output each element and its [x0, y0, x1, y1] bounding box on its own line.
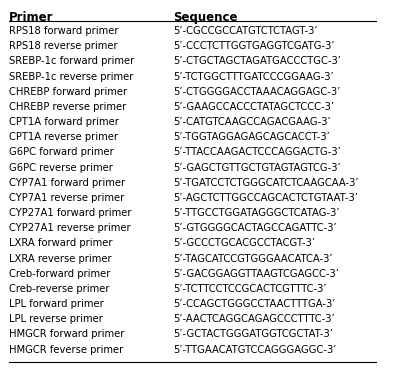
Text: Creb-reverse primer: Creb-reverse primer [9, 284, 110, 294]
Text: 5’-TTGCCTGGATAGGGCTCATAG-3’: 5’-TTGCCTGGATAGGGCTCATAG-3’ [173, 208, 340, 218]
Text: 5’-TGATCCTCTGGGCATCTCAAGCAA-3’: 5’-TGATCCTCTGGGCATCTCAAGCAA-3’ [173, 178, 359, 188]
Text: 5’-TTGAACATGTCCAGGGAGGC-3’: 5’-TTGAACATGTCCAGGGAGGC-3’ [173, 345, 337, 354]
Text: CYP7A1 reverse primer: CYP7A1 reverse primer [9, 193, 124, 203]
Text: CYP7A1 forward primer: CYP7A1 forward primer [9, 178, 125, 188]
Text: 5’-CATGTCAAGCCAGACGAAG-3’: 5’-CATGTCAAGCCAGACGAAG-3’ [173, 117, 331, 127]
Text: 5’-CTGCTAGCTAGATGACCCTGC-3’: 5’-CTGCTAGCTAGATGACCCTGC-3’ [173, 57, 341, 66]
Text: 5’-CCAGCTGGGCCTAACTTTGA-3’: 5’-CCAGCTGGGCCTAACTTTGA-3’ [173, 299, 336, 309]
Text: Creb-forward primer: Creb-forward primer [9, 269, 110, 279]
Text: 5’-TTACCAAGACTCCCAGGACTG-3’: 5’-TTACCAAGACTCCCAGGACTG-3’ [173, 147, 341, 157]
Text: HMGCR forward primer: HMGCR forward primer [9, 329, 124, 340]
Text: LXRA forward primer: LXRA forward primer [9, 238, 112, 248]
Text: RPS18 reverse primer: RPS18 reverse primer [9, 41, 118, 51]
Text: CPT1A forward primer: CPT1A forward primer [9, 117, 119, 127]
Text: 5’-AACTCAGGCAGAGCCCTTTC-3’: 5’-AACTCAGGCAGAGCCCTTTC-3’ [173, 314, 335, 324]
Text: 5’-GAAGCCACCCTATAGCTCCC-3’: 5’-GAAGCCACCCTATAGCTCCC-3’ [173, 102, 334, 112]
Text: G6PC reverse primer: G6PC reverse primer [9, 163, 113, 173]
Text: 5’-TGGTAGGAGAGCAGCACCT-3’: 5’-TGGTAGGAGAGCAGCACCT-3’ [173, 132, 330, 142]
Text: LXRA reverse primer: LXRA reverse primer [9, 254, 112, 264]
Text: 5’-TAGCATCCGTGGGAACATCA-3’: 5’-TAGCATCCGTGGGAACATCA-3’ [173, 254, 333, 264]
Text: CPT1A reverse primer: CPT1A reverse primer [9, 132, 118, 142]
Text: 5’-GCCCTGCACGCCTACGT-3’: 5’-GCCCTGCACGCCTACGT-3’ [173, 238, 315, 248]
Text: 5’-GACGGAGGTTAAGTCGAGCC-3’: 5’-GACGGAGGTTAAGTCGAGCC-3’ [173, 269, 339, 279]
Text: CHREBP forward primer: CHREBP forward primer [9, 87, 127, 97]
Text: CYP27A1 reverse primer: CYP27A1 reverse primer [9, 223, 131, 233]
Text: 5’-GAGCTGTTGCTGTAGTAGTCG-3’: 5’-GAGCTGTTGCTGTAGTAGTCG-3’ [173, 163, 341, 173]
Text: 5’-TCTTCCTCCGCACTCGTTTC-3’: 5’-TCTTCCTCCGCACTCGTTTC-3’ [173, 284, 327, 294]
Text: SREBP-1c forward primer: SREBP-1c forward primer [9, 57, 134, 66]
Text: 5’-GCTACTGGGATGGTCGCTAT-3’: 5’-GCTACTGGGATGGTCGCTAT-3’ [173, 329, 333, 340]
Text: Primer: Primer [9, 11, 54, 24]
Text: G6PC forward primer: G6PC forward primer [9, 147, 114, 157]
Text: LPL forward primer: LPL forward primer [9, 299, 104, 309]
Text: CHREBP reverse primer: CHREBP reverse primer [9, 102, 126, 112]
Text: SREBP-1c reverse primer: SREBP-1c reverse primer [9, 71, 134, 81]
Text: LPL reverse primer: LPL reverse primer [9, 314, 103, 324]
Text: Sequence: Sequence [173, 11, 238, 24]
Text: 5’-TCTGGCTTTGATCCCGGAAG-3’: 5’-TCTGGCTTTGATCCCGGAAG-3’ [173, 71, 334, 81]
Text: HMGCR feverse primer: HMGCR feverse primer [9, 345, 123, 354]
Text: 5’-CCCTCTTGGTGAGGTCGATG-3’: 5’-CCCTCTTGGTGAGGTCGATG-3’ [173, 41, 335, 51]
Text: 5’-CTGGGGACCTAAACAGGAGC-3’: 5’-CTGGGGACCTAAACAGGAGC-3’ [173, 87, 341, 97]
Text: 5’-CGCCGCCATGTCTCTAGT-3’: 5’-CGCCGCCATGTCTCTAGT-3’ [173, 26, 318, 36]
Text: 5’-AGCTCTTGGCCAGCACTCTGTAAT-3’: 5’-AGCTCTTGGCCAGCACTCTGTAAT-3’ [173, 193, 358, 203]
Text: RPS18 forward primer: RPS18 forward primer [9, 26, 118, 36]
Text: CYP27A1 forward primer: CYP27A1 forward primer [9, 208, 132, 218]
Text: 5’-GTGGGGCACTAGCCAGATTC-3’: 5’-GTGGGGCACTAGCCAGATTC-3’ [173, 223, 337, 233]
